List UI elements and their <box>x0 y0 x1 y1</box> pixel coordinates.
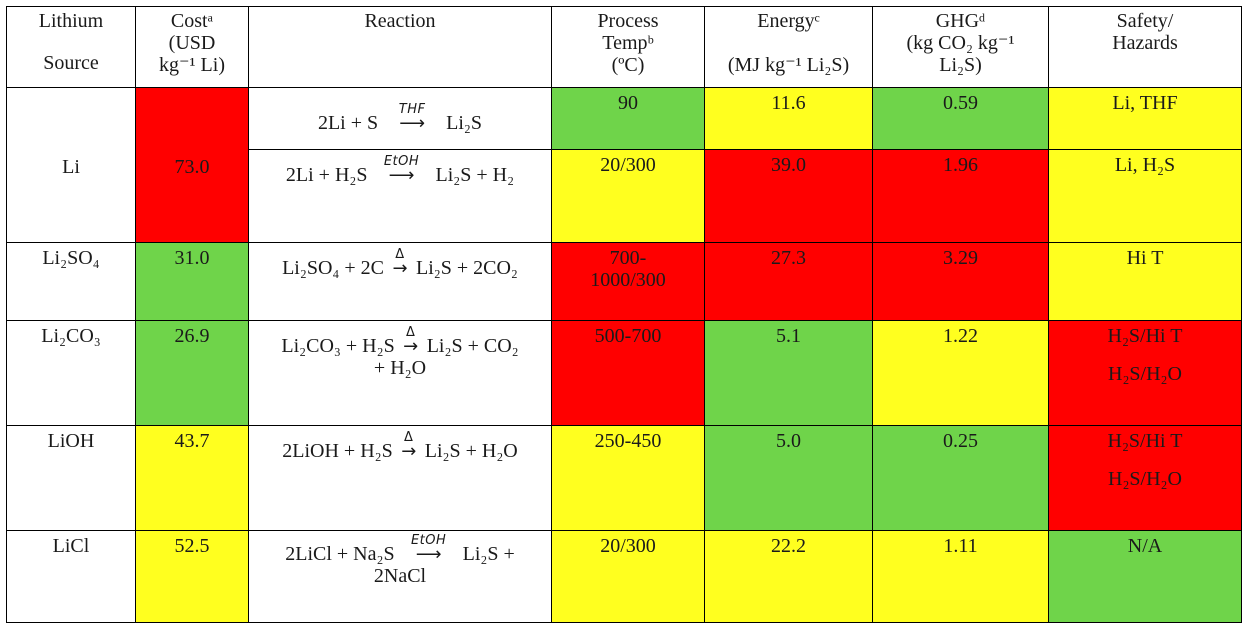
table-row-li2so4: Li₂SO₄ 31.0 Li₂SO₄ + 2C Δ → Li₂S + 2CO₂ 7… <box>6 242 1242 321</box>
cell-ghg-li-thf: 0.59 <box>872 87 1049 150</box>
cell-energy-li-etoh: 39.0 <box>704 149 873 243</box>
cell-cost-li2co3: 26.9 <box>135 320 249 426</box>
cell-reaction-licl: 2LiCl + Na₂S EtOH ⟶ Li₂S + 2NaCl <box>248 530 552 623</box>
cell-reaction-li-thf: 2Li + S THF ⟶ Li₂S <box>248 87 552 150</box>
cell-temp-li2so4: 700- 1000/300 <box>551 242 705 321</box>
cell-ghg-li2so4: 3.29 <box>872 242 1049 321</box>
lithium-sulfide-routes-table: Lithium Source Costᵃ (USD kg⁻¹ Li) React… <box>6 6 1242 623</box>
cell-ghg-li-etoh: 1.96 <box>872 149 1049 243</box>
cell-reaction-lioh: 2LiOH + H₂S Δ → Li₂S + H₂O <box>248 425 552 531</box>
table-row-licl: LiCl 52.5 2LiCl + Na₂S EtOH ⟶ Li₂S + 2NaC… <box>6 530 1242 623</box>
cell-ghg-li2co3: 1.22 <box>872 320 1049 426</box>
table-row-li-etoh: 2Li + H₂S EtOH ⟶ Li₂S + H₂ 20/300 39.0 1.… <box>7 149 1242 243</box>
cell-reaction-li2so4: Li₂SO₄ + 2C Δ → Li₂S + 2CO₂ <box>248 242 552 321</box>
cell-temp-li-etoh: 20/300 <box>551 149 705 243</box>
cell-energy-li2co3: 5.1 <box>704 320 873 426</box>
reaction-arrow: Δ → <box>392 247 408 279</box>
cell-source-licl: LiCl <box>6 530 136 623</box>
cell-reaction-li2co3: Li₂CO₃ + H₂S Δ → Li₂S + CO₂ + H₂O <box>248 320 552 426</box>
cell-safety-li-thf: Li, THF <box>1048 87 1242 150</box>
header-cost: Costᵃ (USD kg⁻¹ Li) <box>135 6 249 88</box>
reaction-arrow: THF ⟶ <box>398 101 426 134</box>
reaction-arrow: Δ → <box>403 325 419 357</box>
header-energy: Energyᶜ (MJ kg⁻¹ Li₂S) <box>704 6 873 88</box>
cell-safety-li2co3: H₂S/Hi T H₂S/H₂O <box>1048 320 1242 426</box>
cell-temp-lioh: 250-450 <box>551 425 705 531</box>
cell-source-li2co3: Li₂CO₃ <box>6 320 136 426</box>
cell-ghg-lioh: 0.25 <box>872 425 1049 531</box>
cell-source-li: Li <box>6 87 136 243</box>
table-row-li-thf: Li 73.0 2Li + S THF ⟶ Li₂S 90 11.6 0.59 L… <box>6 87 1242 243</box>
cell-ghg-licl: 1.11 <box>872 530 1049 623</box>
table-container: Lithium Source Costᵃ (USD kg⁻¹ Li) React… <box>6 6 1242 623</box>
cell-safety-lioh: H₂S/Hi T H₂S/H₂O <box>1048 425 1242 531</box>
cell-temp-li-thf: 90 <box>551 87 705 150</box>
cell-reaction-li-etoh: 2Li + H₂S EtOH ⟶ Li₂S + H₂ <box>248 149 552 243</box>
cell-safety-li2so4: Hi T <box>1048 242 1242 321</box>
reaction-arrow: Δ → <box>401 430 417 462</box>
cell-energy-li2so4: 27.3 <box>704 242 873 321</box>
cell-cost-li2so4: 31.0 <box>135 242 249 321</box>
cell-safety-licl: N/A <box>1048 530 1242 623</box>
cell-source-li2so4: Li₂SO₄ <box>6 242 136 321</box>
cell-cost-lioh: 43.7 <box>135 425 249 531</box>
header-lithium-source: Lithium Source <box>6 6 136 88</box>
header-safety-hazards: Safety/ Hazards <box>1048 6 1242 88</box>
header-ghg: GHGᵈ (kg CO₂ kg⁻¹ Li₂S) <box>872 6 1049 88</box>
reaction-arrow: EtOH ⟶ <box>410 533 447 565</box>
cell-cost-licl: 52.5 <box>135 530 249 623</box>
header-row: Lithium Source Costᵃ (USD kg⁻¹ Li) React… <box>6 6 1242 88</box>
cell-energy-lioh: 5.0 <box>704 425 873 531</box>
cell-temp-licl: 20/300 <box>551 530 705 623</box>
table-row-li2co3: Li₂CO₃ 26.9 Li₂CO₃ + H₂S Δ → Li₂S + CO₂ +… <box>6 320 1242 426</box>
reaction-arrow: EtOH ⟶ <box>383 154 420 186</box>
cell-energy-licl: 22.2 <box>704 530 873 623</box>
header-process-temp: Process Tempᵇ (ºC) <box>551 6 705 88</box>
cell-cost-li: 73.0 <box>135 87 249 243</box>
table-row-lioh: LiOH 43.7 2LiOH + H₂S Δ → Li₂S + H₂O 250-… <box>6 425 1242 531</box>
cell-temp-li2co3: 500-700 <box>551 320 705 426</box>
cell-energy-li-thf: 11.6 <box>704 87 873 150</box>
header-reaction: Reaction <box>248 6 552 88</box>
cell-source-lioh: LiOH <box>6 425 136 531</box>
cell-safety-li-etoh: Li, H₂S <box>1048 149 1242 243</box>
